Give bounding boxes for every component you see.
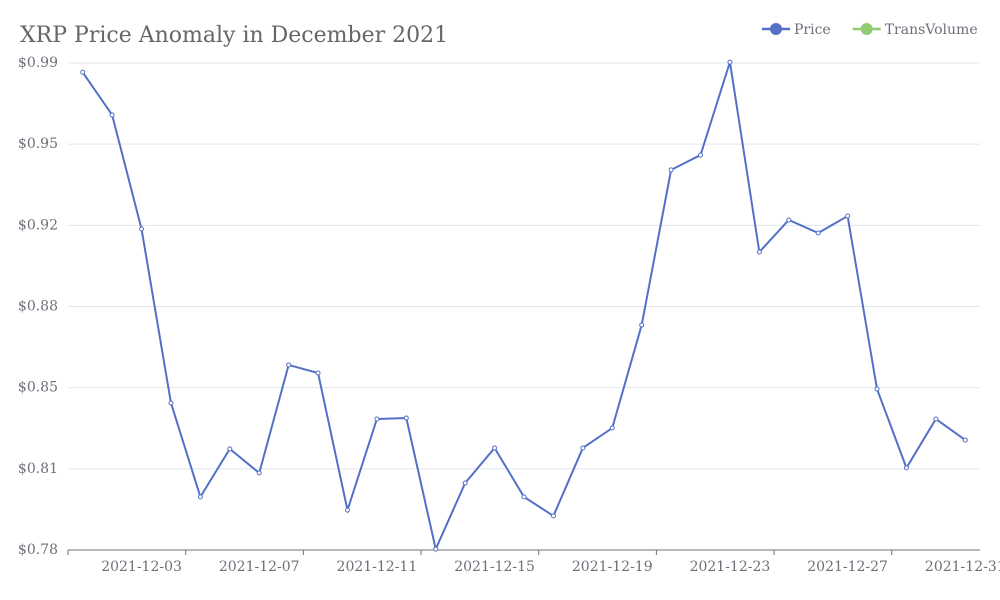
point <box>903 465 909 471</box>
point <box>521 494 527 500</box>
point <box>168 400 174 406</box>
point <box>109 112 115 118</box>
y-tick-label: $0.88 <box>18 299 58 315</box>
point <box>580 445 586 451</box>
point <box>197 494 203 500</box>
point <box>492 445 498 451</box>
point <box>609 425 615 431</box>
y-tick-label: $0.78 <box>18 542 58 558</box>
point <box>668 167 674 173</box>
point <box>727 59 733 65</box>
point <box>933 416 939 422</box>
legend-label: Price <box>794 22 831 38</box>
point <box>698 152 704 158</box>
point <box>80 69 86 75</box>
point <box>256 470 262 476</box>
x-tick-label: 2021-12-15 <box>454 559 535 575</box>
point <box>403 415 409 421</box>
x-tick-label: 2021-12-11 <box>337 559 418 575</box>
point <box>139 226 145 232</box>
x-tick-label: 2021-12-23 <box>690 559 771 575</box>
y-tick-label: $0.95 <box>18 136 58 152</box>
point <box>227 446 233 452</box>
point <box>550 513 556 519</box>
x-tick-label: 2021-12-07 <box>219 559 300 575</box>
legend-marker <box>770 23 782 35</box>
y-tick-label: $0.85 <box>18 380 58 396</box>
point <box>815 230 821 236</box>
point <box>639 322 645 328</box>
point <box>344 507 350 513</box>
point <box>845 213 851 219</box>
point <box>433 546 439 552</box>
x-tick-label: 2021-12-03 <box>101 559 182 575</box>
point <box>874 386 880 392</box>
x-tick-label: 2021-12-31 <box>925 559 1000 575</box>
y-tick-label: $0.99 <box>18 55 58 71</box>
y-tick-label: $0.92 <box>18 217 58 233</box>
point <box>286 362 292 368</box>
chart-title: XRP Price Anomaly in December 2021 <box>20 23 448 48</box>
x-tick-label: 2021-12-27 <box>807 559 888 575</box>
x-tick-label: 2021-12-19 <box>572 559 653 575</box>
legend-marker <box>860 23 873 35</box>
y-tick-label: $0.81 <box>18 461 58 477</box>
point <box>315 370 321 376</box>
point <box>462 480 468 486</box>
point <box>374 416 380 422</box>
legend-label: TransVolume <box>885 22 978 38</box>
point <box>756 249 762 255</box>
price-line <box>81 61 966 553</box>
point <box>786 217 792 223</box>
point <box>962 437 968 443</box>
